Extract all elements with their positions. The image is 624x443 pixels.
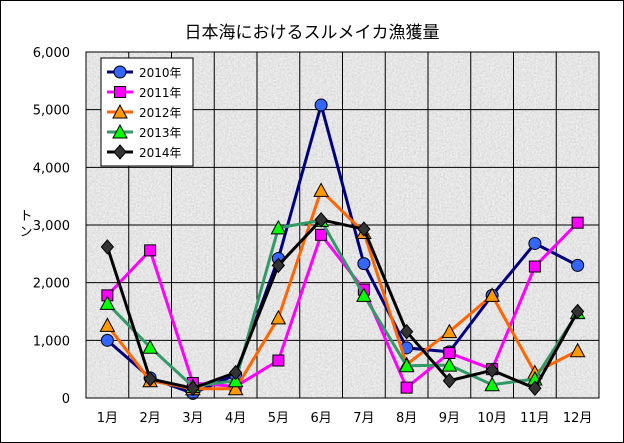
x-tick-label: 2月 (139, 411, 160, 426)
x-tick-label: 6月 (310, 411, 331, 426)
legend-item: 2013年 (107, 123, 182, 140)
legend-marker (112, 103, 128, 119)
series-line (106, 221, 579, 390)
legend-item: 2012年 (107, 103, 182, 120)
x-tick-label: 10月 (477, 411, 507, 426)
data-point (270, 219, 287, 235)
data-point (528, 236, 542, 250)
data-point (315, 228, 328, 241)
y-tick-label: 2,000 (33, 277, 70, 292)
data-point (528, 380, 542, 396)
data-point (398, 357, 415, 373)
y-tick-label: 5,000 (33, 104, 70, 119)
legend-label: 2013年 (139, 126, 182, 140)
x-tick-label: 11月 (520, 411, 550, 426)
data-point (270, 309, 287, 325)
data-point (400, 381, 413, 394)
series-line (105, 218, 579, 390)
data-point (357, 257, 371, 271)
legend-item: 2011年 (107, 86, 182, 100)
legend: 2010年 2011年 2012年 2013年 2014年 (100, 57, 194, 167)
data-point (314, 98, 328, 112)
data-point (228, 364, 243, 381)
series-line (106, 103, 579, 395)
data-point (99, 317, 116, 332)
data-point (443, 347, 456, 360)
chart-title: 日本海におけるスルメイカ漁獲量 (185, 23, 440, 43)
data-point (99, 295, 116, 310)
data-point (271, 257, 286, 274)
y-axis-label: トン (19, 209, 32, 240)
y-tick-label: 3,000 (33, 219, 70, 234)
data-point (142, 339, 158, 354)
data-point (100, 239, 115, 255)
data-point (144, 244, 157, 257)
legend-marker (114, 86, 126, 98)
legend-item: 2014年 (107, 144, 182, 160)
legend-label: 2011年 (139, 86, 182, 100)
x-axis-ticks: 1月 2月 3月 4月 5月 6月 7月 8月 9月 10月 11月 12月 (97, 411, 593, 426)
data-point (442, 372, 457, 389)
y-tick-label: 1,000 (33, 334, 70, 349)
data-point (569, 342, 586, 358)
data-point (528, 260, 541, 273)
legend-label: 2010年 (139, 66, 182, 80)
y-tick-label: 0 (62, 392, 70, 407)
data-point (571, 216, 584, 229)
data-point (227, 380, 244, 396)
data-point (484, 376, 500, 392)
y-axis-ticks: 0 1,000 2,000 3,000 4,000 5,000 6,000 (33, 46, 70, 407)
y-tick-label: 4,000 (33, 161, 70, 176)
x-tick-label: 1月 (97, 411, 118, 426)
data-point (399, 323, 414, 340)
data-point (441, 357, 458, 372)
legend-marker (113, 144, 127, 160)
x-tick-label: 7月 (353, 411, 374, 426)
series-line (106, 218, 579, 388)
data-point (484, 287, 500, 302)
data-point (313, 182, 329, 197)
data-point (186, 380, 200, 396)
data-point (100, 333, 114, 347)
legend-marker (112, 123, 128, 139)
data-point (570, 303, 585, 320)
x-tick-label: 9月 (439, 411, 460, 426)
series-2014年 (100, 212, 585, 396)
data-point (485, 362, 499, 379)
legend-label: 2012年 (139, 106, 182, 120)
x-tick-label: 4月 (225, 411, 246, 426)
data-point (441, 323, 458, 339)
x-tick-label: 5月 (268, 411, 289, 426)
y-tick-label: 6,000 (33, 46, 70, 61)
data-point (143, 371, 157, 387)
data-point (314, 212, 328, 228)
legend-item: 2010年 (107, 65, 182, 80)
series-group (99, 98, 586, 400)
data-point (357, 221, 371, 237)
data-point (272, 354, 285, 367)
x-tick-label: 12月 (563, 411, 593, 426)
data-point (571, 258, 585, 272)
legend-marker (113, 65, 127, 79)
plot-area-border (85, 51, 600, 399)
data-point (356, 287, 372, 302)
legend-label: 2014年 (139, 146, 182, 160)
x-tick-label: 8月 (396, 411, 417, 426)
x-tick-label: 3月 (182, 411, 203, 426)
